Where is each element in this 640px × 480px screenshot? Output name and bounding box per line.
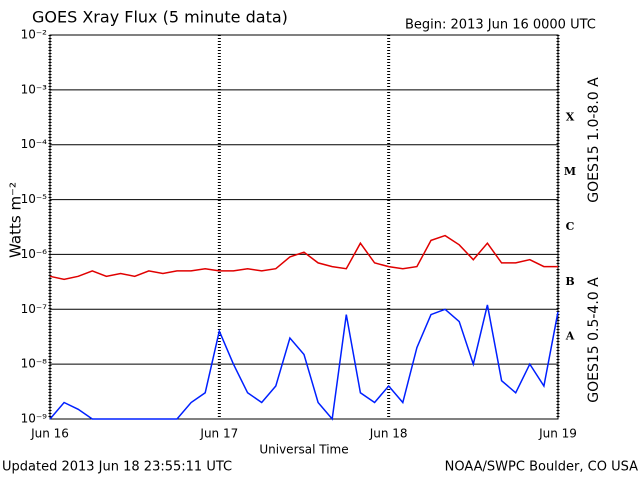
x-tick-label: Jun 19	[538, 427, 577, 441]
chart-title: GOES Xray Flux (5 minute data)	[32, 8, 288, 27]
legend-label: GOES15 0.5-4.0 A	[586, 277, 602, 403]
x-tick-label: Jun 17	[199, 427, 238, 441]
y-tick-label: 10⁻⁷	[21, 302, 48, 316]
y-tick-label: 10⁻⁸	[21, 357, 48, 371]
y-tick-label: 10⁻⁶	[21, 247, 48, 261]
y-tick-label: 10⁻⁴	[21, 137, 48, 151]
footer-left: Updated 2013 Jun 18 23:55:11 UTC	[2, 460, 232, 475]
chart-subtitle: Begin: 2013 Jun 16 0000 UTC	[405, 18, 596, 33]
series-line	[49, 234, 558, 281]
series-line	[49, 304, 559, 421]
x-tick-label: Jun 18	[369, 427, 408, 441]
x-tick-label: Jun 16	[30, 427, 69, 441]
flare-class-label: B	[565, 275, 574, 288]
footer-right: NOAA/SWPC Boulder, CO USA	[445, 460, 638, 475]
y-axis-label: Watts m⁻²	[7, 182, 25, 258]
legend-label: GOES15 1.0-8.0 A	[586, 77, 602, 203]
y-tick-label: 10⁻³	[21, 82, 48, 96]
y-tick-label: 10⁻²	[21, 28, 48, 42]
flare-class-label: A	[565, 330, 575, 343]
flare-class-label: M	[564, 165, 576, 178]
x-axis-label: Universal Time	[259, 443, 348, 457]
flare-class-label: X	[566, 110, 575, 123]
flare-class-label: C	[566, 220, 575, 233]
y-tick-label: 10⁻⁹	[21, 412, 48, 426]
plot-frame	[49, 34, 559, 420]
y-tick-label: 10⁻⁵	[21, 192, 48, 206]
